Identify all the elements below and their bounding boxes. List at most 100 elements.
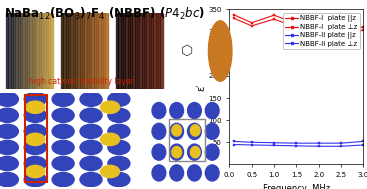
Circle shape: [208, 21, 232, 81]
NBBF-I  plate ||z: [316, 29, 321, 32]
Circle shape: [26, 101, 45, 113]
NBBF-I  plate ||z: [361, 26, 366, 28]
Bar: [32, 13, 34, 89]
Circle shape: [24, 156, 46, 170]
Bar: [144, 13, 146, 89]
Line: NBBF-I  plate ⊥z: NBBF-I plate ⊥z: [232, 17, 365, 36]
Circle shape: [52, 140, 74, 155]
Circle shape: [152, 102, 166, 119]
Circle shape: [52, 124, 74, 138]
Bar: [158, 13, 160, 89]
Bar: [87, 13, 89, 89]
NBBF-I  plate ||z: [250, 22, 254, 24]
Circle shape: [108, 156, 130, 170]
Circle shape: [24, 92, 46, 106]
Bar: [149, 13, 151, 89]
Y-axis label: ε′: ε′: [197, 83, 207, 91]
NBBF-I  plate ||z: [339, 29, 343, 32]
Bar: [103, 13, 105, 89]
Bar: [13, 13, 15, 89]
Circle shape: [188, 144, 201, 160]
Bar: [126, 13, 128, 89]
Circle shape: [26, 165, 45, 178]
Bar: [105, 13, 108, 89]
NBBF-I  plate ||z: [294, 22, 298, 25]
Bar: [135, 13, 137, 89]
Bar: [29, 13, 32, 89]
Circle shape: [172, 146, 182, 158]
Bar: [94, 13, 96, 89]
Bar: [119, 13, 121, 89]
Circle shape: [101, 133, 120, 146]
Bar: [75, 13, 77, 89]
Circle shape: [52, 172, 74, 187]
NBBF-I  plate ⊥z: [272, 18, 276, 20]
Circle shape: [206, 144, 219, 160]
Circle shape: [52, 108, 74, 122]
Bar: [96, 13, 98, 89]
Circle shape: [190, 125, 200, 136]
Circle shape: [152, 144, 166, 160]
Bar: [84, 13, 87, 89]
Circle shape: [26, 133, 45, 146]
Circle shape: [0, 108, 18, 122]
Bar: [128, 13, 130, 89]
Bar: [82, 13, 84, 89]
Circle shape: [0, 124, 18, 138]
Bar: [130, 13, 132, 89]
Bar: [43, 13, 46, 89]
Circle shape: [188, 123, 201, 139]
NBBF-II plate ||z: [294, 142, 298, 144]
Bar: [89, 13, 91, 89]
Bar: [18, 13, 20, 89]
NBBF-I  plate ||z: [272, 14, 276, 16]
NBBF-I  plate ||z: [232, 14, 236, 16]
NBBF-I  plate ⊥z: [361, 29, 366, 31]
Bar: [41, 13, 43, 89]
Text: high cationic mobility layer: high cationic mobility layer: [29, 77, 134, 86]
Circle shape: [188, 165, 201, 181]
Circle shape: [108, 92, 130, 106]
Circle shape: [170, 123, 184, 139]
Circle shape: [172, 125, 182, 136]
Circle shape: [80, 124, 102, 138]
Bar: [61, 13, 63, 89]
Circle shape: [80, 156, 102, 170]
Bar: [11, 13, 13, 89]
NBBF-II plate ⊥z: [232, 143, 236, 146]
Circle shape: [0, 156, 18, 170]
Text: ⬡: ⬡: [181, 44, 193, 58]
Circle shape: [24, 108, 46, 122]
NBBF-I  plate ⊥z: [294, 26, 298, 28]
Circle shape: [0, 140, 18, 155]
Bar: [15, 13, 18, 89]
Circle shape: [170, 144, 184, 160]
Circle shape: [152, 165, 166, 181]
Legend: NBBF-I  plate ||z, NBBF-I  plate ⊥z, NBBF-II plate ||z, NBBF-II plate ⊥z: NBBF-I plate ||z, NBBF-I plate ⊥z, NBBF-…: [283, 13, 360, 49]
NBBF-II plate ||z: [232, 140, 236, 143]
Bar: [34, 13, 36, 89]
NBBF-II plate ||z: [316, 142, 321, 144]
Circle shape: [80, 92, 102, 106]
NBBF-II plate ||z: [272, 142, 276, 144]
X-axis label: Frequency, MHz: Frequency, MHz: [263, 184, 330, 189]
Circle shape: [0, 172, 18, 187]
Bar: [20, 13, 22, 89]
Circle shape: [52, 92, 74, 106]
Bar: [27, 13, 29, 89]
Circle shape: [206, 123, 219, 139]
Circle shape: [206, 165, 219, 181]
Circle shape: [101, 101, 120, 113]
Circle shape: [52, 156, 74, 170]
NBBF-I  plate ⊥z: [339, 33, 343, 35]
NBBF-II plate ||z: [250, 141, 254, 143]
Circle shape: [0, 92, 18, 106]
Bar: [132, 13, 135, 89]
NBBF-II plate ||z: [339, 142, 343, 144]
NBBF-I  plate ⊥z: [232, 17, 236, 19]
Bar: [160, 13, 163, 89]
Circle shape: [80, 172, 102, 187]
NBBF-II plate ⊥z: [250, 144, 254, 146]
Circle shape: [108, 172, 130, 187]
Bar: [6, 13, 8, 89]
